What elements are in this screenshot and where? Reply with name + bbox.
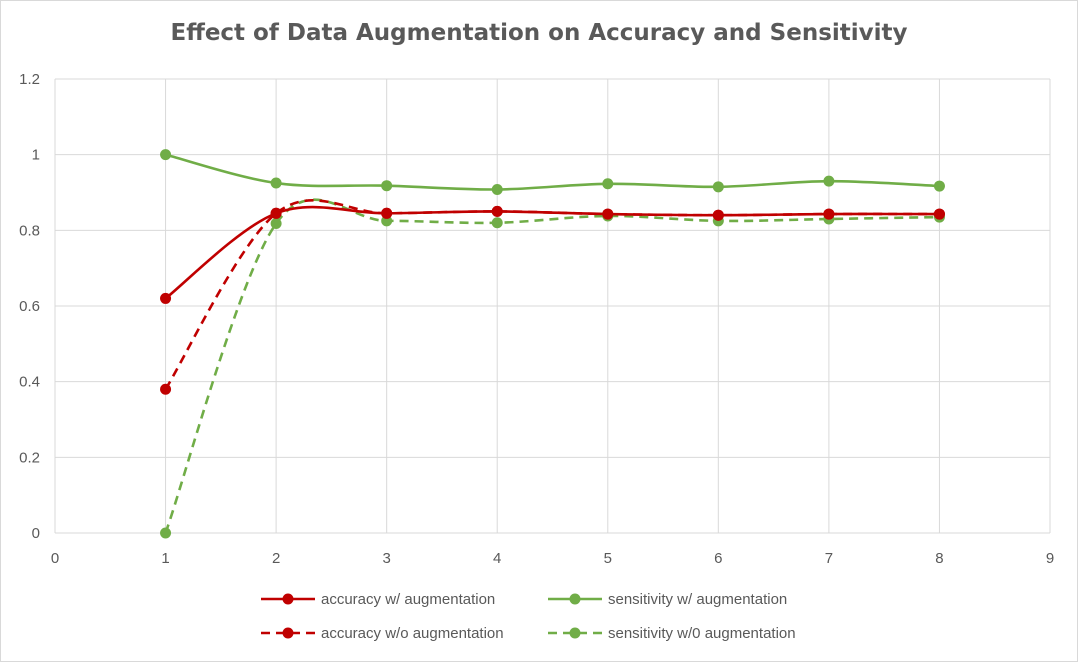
legend-label-sensitivity-w-augmentation: sensitivity w/ augmentation <box>608 591 787 608</box>
data-point-accuracy-w-o-augmentation <box>160 383 172 395</box>
legend-marker-accuracy-w-o-augmentation <box>282 627 294 639</box>
y-tick-label: 0.2 <box>19 449 40 466</box>
x-tick-label: 0 <box>51 550 59 567</box>
data-point-sensitivity-w-augmentation <box>933 180 945 192</box>
x-tick-label: 9 <box>1046 550 1054 567</box>
data-point-sensitivity-w-augmentation <box>381 180 393 192</box>
y-tick-label: 0.8 <box>19 222 40 239</box>
x-tick-label: 8 <box>935 550 943 567</box>
y-tick-label: 0.4 <box>19 374 40 391</box>
data-point-accuracy-w-augmentation <box>381 207 393 219</box>
data-point-accuracy-w-augmentation <box>933 208 945 220</box>
series-line-accuracy-w-augmentation <box>164 205 940 300</box>
series-line-sensitivity-w-0-augmentation <box>164 198 940 534</box>
x-tick-label: 5 <box>604 550 612 567</box>
series-line-accuracy-w-o-augmentation <box>164 199 940 390</box>
legend-marker-sensitivity-w-0-augmentation <box>569 627 581 639</box>
data-point-accuracy-w-augmentation <box>270 207 282 219</box>
chart-title: Effect of Data Augmentation on Accuracy … <box>170 20 908 46</box>
data-point-accuracy-w-augmentation <box>491 205 503 217</box>
data-point-accuracy-w-augmentation <box>712 209 724 221</box>
data-point-sensitivity-w-augmentation <box>712 181 724 193</box>
axes: 0 0.2 0.4 0.6 0.8 1 1.2 0 1 2 3 4 5 6 7 8 9 <box>19 71 1054 567</box>
data-point-sensitivity-w-augmentation <box>602 178 614 190</box>
y-tick-label: 0.6 <box>19 298 40 315</box>
data-point-sensitivity-w-0-augmentation <box>491 217 503 229</box>
legend-label-sensitivity-w-0-augmentation: sensitivity w/0 augmentation <box>608 625 796 642</box>
x-tick-label: 1 <box>161 550 169 567</box>
data-point-sensitivity-w-augmentation <box>491 183 503 195</box>
x-tick-label: 2 <box>272 550 280 567</box>
x-tick-label: 6 <box>714 550 722 567</box>
y-tick-label: 1 <box>32 147 40 164</box>
y-tick-label: 0 <box>32 525 40 542</box>
series-layer <box>160 149 945 539</box>
x-tick-label: 7 <box>825 550 833 567</box>
data-point-sensitivity-w-0-augmentation <box>381 215 393 227</box>
data-point-sensitivity-w-augmentation <box>160 149 172 161</box>
y-tick-label: 1.2 <box>19 71 40 88</box>
legend-label-accuracy-w-o-augmentation: accuracy w/o augmentation <box>321 625 504 642</box>
legend-marker-sensitivity-w-augmentation <box>569 593 581 605</box>
x-tick-label: 4 <box>493 550 501 567</box>
data-point-sensitivity-w-augmentation <box>823 175 835 187</box>
data-point-accuracy-w-augmentation <box>823 208 835 220</box>
data-point-accuracy-w-augmentation <box>160 292 172 304</box>
data-point-sensitivity-w-augmentation <box>270 177 282 189</box>
legend-marker-accuracy-w-augmentation <box>282 593 294 605</box>
legend: accuracy w/ augmentation sensitivity w/ a… <box>261 591 796 642</box>
data-point-accuracy-w-augmentation <box>602 208 614 220</box>
series-line-sensitivity-w-augmentation <box>165 153 940 191</box>
data-point-sensitivity-w-0-augmentation <box>160 527 172 539</box>
legend-label-accuracy-w-augmentation: accuracy w/ augmentation <box>321 591 495 608</box>
gridlines <box>54 78 1051 534</box>
x-tick-label: 3 <box>382 550 390 567</box>
data-point-sensitivity-w-0-augmentation <box>270 218 282 230</box>
